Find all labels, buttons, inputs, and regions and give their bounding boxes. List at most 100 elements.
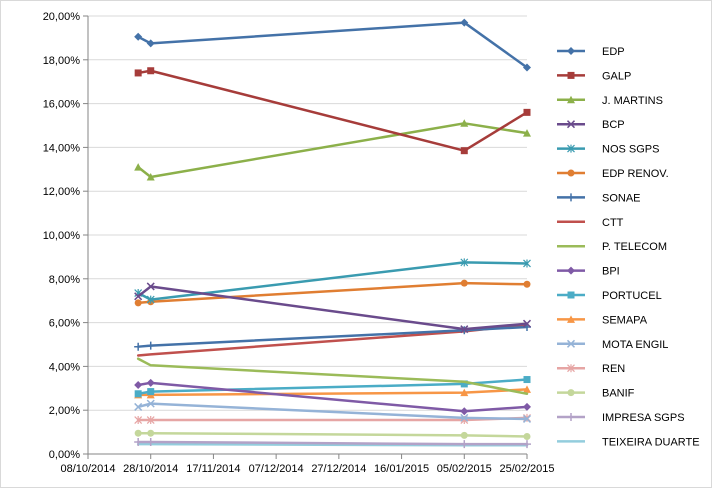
- data-point: [523, 402, 531, 411]
- legend-label: J. MARTINS: [602, 95, 663, 107]
- data-point: [134, 299, 142, 307]
- data-point: [146, 437, 155, 446]
- data-point: [146, 416, 155, 425]
- data-point: [523, 376, 531, 384]
- data-point: [146, 39, 155, 48]
- axes: [83, 15, 528, 459]
- y-tick-label: 12,00%: [43, 186, 81, 198]
- y-tick-label: 10,00%: [43, 230, 81, 242]
- legend-label: BPI: [602, 266, 620, 278]
- data-point: [134, 292, 143, 301]
- series-lines: [134, 18, 532, 449]
- data-point: [460, 325, 469, 334]
- legend-marker: [567, 47, 575, 55]
- data-point: [146, 172, 155, 181]
- data-point: [146, 399, 155, 408]
- data-point: [147, 388, 155, 396]
- legend-item-ctt: CTT: [557, 217, 624, 229]
- y-tick-label: 6,00%: [49, 318, 80, 330]
- series-line: [136, 431, 529, 438]
- legend-item-edp: EDP: [557, 46, 625, 58]
- data-point: [134, 416, 143, 425]
- legend-item-j-martins: J. MARTINS: [557, 95, 663, 107]
- x-tick-label: 25/02/2015: [499, 463, 554, 475]
- legend-marker: [567, 169, 575, 177]
- legend-item-p-telecom: P. TELECOM: [557, 241, 667, 253]
- legend-marker: [567, 291, 575, 299]
- legend-item-bcp: BCP: [557, 119, 625, 131]
- y-tick-label: 2,00%: [49, 405, 80, 417]
- legend-item-semapa: SEMAPA: [557, 314, 648, 326]
- legend-marker: [567, 144, 575, 153]
- legend-item-teixeira-duarte: TEIXEIRA DUARTE: [557, 436, 700, 448]
- legend-label: SONAE: [602, 192, 641, 204]
- legend-label: TEIXEIRA DUARTE: [602, 436, 700, 448]
- data-point: [523, 385, 531, 393]
- series-line: [136, 21, 529, 69]
- legend-item-nos-sgps: NOS SGPS: [557, 144, 659, 156]
- y-tick-label: 4,00%: [49, 361, 80, 373]
- legend-marker: [567, 389, 575, 397]
- data-point: [460, 407, 469, 416]
- data-point: [134, 429, 142, 437]
- data-point: [522, 414, 532, 423]
- y-tick-label: 20,00%: [43, 11, 81, 23]
- legend-label: REN: [602, 363, 625, 375]
- data-point: [134, 342, 143, 351]
- series-mota-engil: [134, 399, 532, 423]
- data-point: [134, 402, 143, 411]
- legend-marker: [567, 71, 575, 79]
- legend-label: IMPRESA SGPS: [602, 412, 685, 424]
- x-tick-label: 17/11/2014: [186, 463, 240, 475]
- legend-marker: [567, 193, 575, 202]
- data-point: [523, 432, 531, 440]
- legend-marker: [567, 95, 575, 104]
- data-point: [134, 381, 143, 390]
- data-point: [134, 69, 142, 77]
- data-point: [460, 413, 469, 422]
- series-line: [136, 285, 529, 331]
- y-tick-label: 14,00%: [43, 142, 81, 154]
- data-point: [147, 67, 155, 75]
- series-bpi: [134, 378, 531, 416]
- y-tick-label: 16,00%: [43, 99, 81, 111]
- legend-item-bpi: BPI: [557, 266, 620, 278]
- x-tick-label: 05/02/2015: [437, 463, 492, 475]
- series-edp: [134, 18, 531, 72]
- series-line: [136, 122, 529, 179]
- legend-label: EDP: [602, 46, 625, 58]
- legend-item-portucel: PORTUCEL: [557, 290, 662, 302]
- series-line: [136, 281, 529, 305]
- data-point: [146, 295, 155, 304]
- series-line: [136, 261, 529, 301]
- data-point: [134, 32, 143, 41]
- legend-marker: [566, 120, 576, 129]
- legend-label: CTT: [602, 217, 624, 229]
- legend-marker: [567, 315, 575, 323]
- series-portucel: [134, 376, 531, 398]
- data-point: [460, 380, 468, 388]
- legend-item-banif: BANIF: [557, 388, 635, 400]
- series-galp: [134, 67, 531, 155]
- data-point: [146, 282, 155, 291]
- series-nos-sgps: [134, 258, 531, 304]
- series-line: [136, 378, 529, 396]
- legend-label: MOTA ENGIL: [602, 339, 668, 351]
- data-point: [460, 119, 469, 127]
- data-point: [522, 319, 532, 328]
- series-j-martins: [134, 119, 531, 181]
- gridlines: [88, 15, 527, 411]
- series-line: [136, 325, 529, 348]
- data-point: [146, 378, 155, 387]
- data-point: [523, 63, 531, 72]
- x-tick-label: 07/12/2014: [249, 463, 304, 475]
- data-point: [460, 279, 468, 287]
- data-point: [523, 259, 531, 268]
- y-axis-tick-labels: 0,00% 2,00% 4,00% 6,00% 8,00% 10,00% 12,00% 14,…: [43, 11, 81, 461]
- data-point: [460, 258, 469, 267]
- data-point: [146, 341, 155, 350]
- legend: EDP GALP J. MARTINS BCP NOS SGPS EDP RENOV. SO…: [557, 46, 700, 448]
- data-point: [460, 431, 468, 439]
- x-tick-label: 27/12/2014: [311, 463, 366, 475]
